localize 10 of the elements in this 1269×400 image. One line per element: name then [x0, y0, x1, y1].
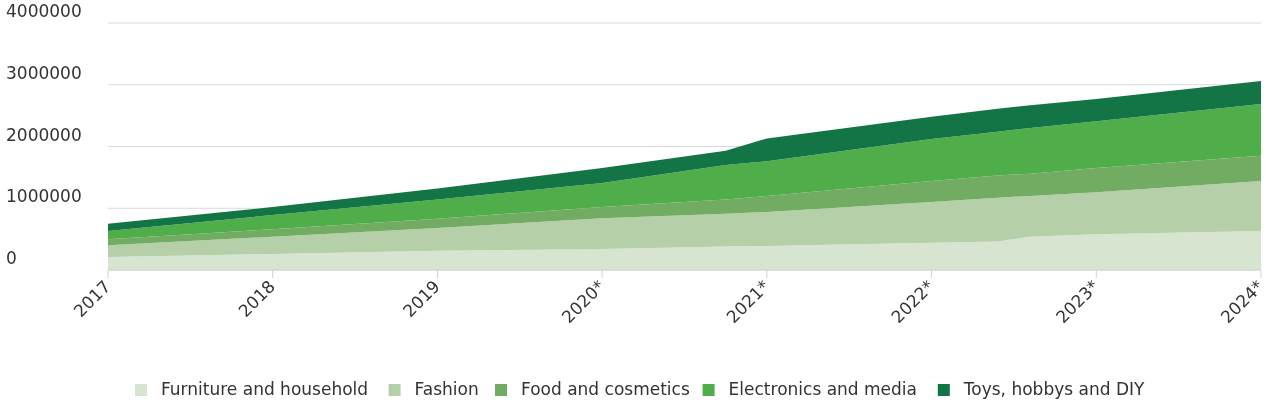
- legend-label: Toys, hobbys and DIY: [962, 379, 1145, 399]
- y-tick-label: 4000000: [6, 1, 82, 21]
- legend-label: Furniture and household: [161, 379, 369, 399]
- legend-label: Electronics and media: [728, 379, 918, 399]
- y-tick-label: 3000000: [6, 62, 82, 83]
- legend-label: Food and cosmetics: [521, 379, 690, 399]
- y-tick-label: 1000000: [6, 186, 82, 207]
- legend-label: Fashion: [414, 379, 479, 399]
- y-tick-label: 0: [6, 248, 17, 268]
- y-tick-label: 2000000: [6, 124, 82, 145]
